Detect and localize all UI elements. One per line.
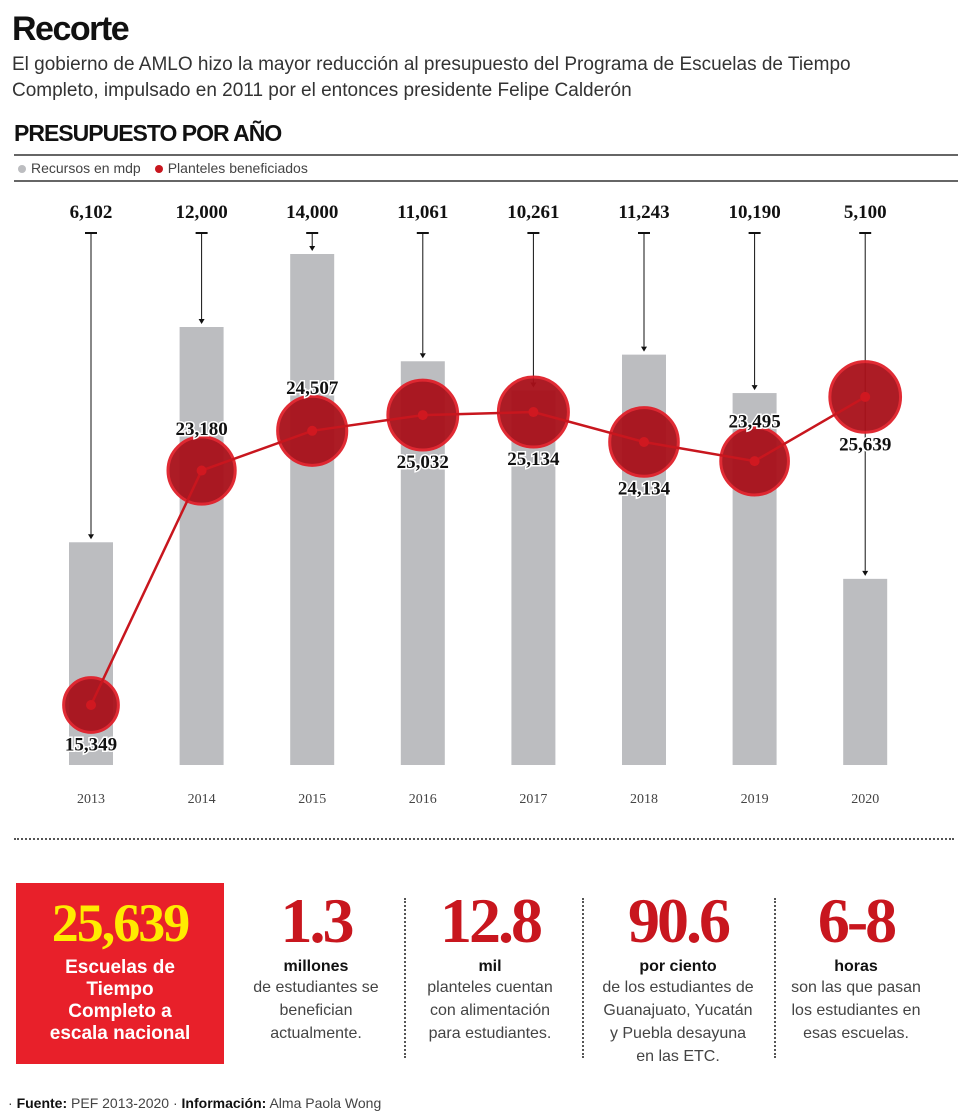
dotted-separator (14, 838, 954, 840)
subtitle: El gobierno de AMLO hizo la mayor reducc… (12, 54, 851, 101)
title: Recorte (12, 10, 130, 48)
point-dot (196, 465, 207, 476)
bar-2017 (511, 390, 556, 765)
bar-value-label: 11,243 (618, 202, 669, 223)
stat-hours: 6-8 horas son las que pasan los estudiante… (791, 885, 921, 1043)
point-value-label: 25,134 (507, 449, 560, 470)
divider (14, 180, 958, 182)
arrow-icon (862, 570, 869, 576)
divider (14, 154, 958, 156)
highlight-text: Escuelas de Tiempo Completo a escala nac… (49, 957, 191, 1044)
dotted-divider (582, 898, 584, 1058)
bar-value-label: 10,261 (507, 202, 559, 223)
x-tick-label: 2013 (77, 792, 105, 807)
point-dot (307, 425, 318, 436)
x-tick-label: 2016 (409, 792, 437, 807)
arrow-icon (88, 534, 94, 540)
point-value-label: 25,032 (397, 452, 449, 473)
point-value-label: 24,507 (286, 378, 339, 399)
legend-item-line: Planteles beneficiados (154, 160, 308, 176)
bar-2020 (843, 578, 888, 765)
bar-2014 (179, 327, 224, 765)
stat-planteles: 12.8 mil planteles cuentan con alimentació… (427, 885, 553, 1043)
stat-students: 1.3 millones de estudiantes se benefician … (253, 885, 379, 1043)
x-tick-label: 2020 (851, 792, 879, 807)
highlight-box: 25,639 Escuelas de Tiempo Completo a esc… (16, 883, 224, 1064)
point-dot (528, 407, 539, 418)
dotted-divider (774, 898, 776, 1058)
arrow-icon (419, 353, 426, 359)
point-value-label: 15,349 (65, 734, 117, 755)
bar-value-label: 11,061 (397, 202, 448, 223)
point-dot (417, 410, 428, 421)
line-series (89, 395, 866, 706)
bar-value-label: 10,190 (728, 202, 780, 223)
x-tick-label: 2017 (519, 792, 547, 807)
chart: 6,102 2013 12,000 2014 14,000 2015 11,061 2016 1… (62, 202, 903, 807)
legend: Recursos en mdp Planteles beneficiados (18, 160, 308, 176)
arrow-icon (751, 385, 758, 391)
bar-value-label: 6,102 (70, 202, 113, 223)
point-value-label: 25,639 (839, 434, 891, 455)
point-dot (86, 700, 96, 710)
bar-value-label: 12,000 (175, 202, 227, 223)
point-dot (860, 391, 871, 402)
arrow-icon (198, 319, 205, 324)
section-title: PRESUPUESTO POR AÑO (14, 120, 282, 146)
dotted-divider (404, 898, 406, 1058)
bar-value-label: 5,100 (844, 202, 887, 223)
bar-value-label: 14,000 (286, 202, 338, 223)
bar-2015 (290, 254, 335, 765)
point-dot (639, 436, 649, 447)
footer: · Fuente: PEF 2013-2020 · Información: A… (8, 1095, 382, 1111)
point-value-label: 23,495 (728, 411, 780, 432)
x-tick-label: 2015 (298, 792, 326, 807)
highlight-number: 25,639 (51, 893, 191, 953)
legend-item-bars: Recursos en mdp (18, 160, 141, 176)
point-value-label: 23,180 (175, 419, 227, 440)
arrow-icon (641, 346, 647, 352)
x-tick-label: 2014 (188, 792, 216, 807)
point-value-label: 24,134 (618, 478, 671, 499)
stat-percent: 90.6 por ciento de los estudiantes de Guan… (602, 885, 754, 1066)
x-tick-label: 2019 (741, 792, 769, 807)
x-tick-label: 2018 (630, 792, 658, 807)
arrow-icon (309, 246, 316, 251)
point-dot (749, 456, 760, 467)
